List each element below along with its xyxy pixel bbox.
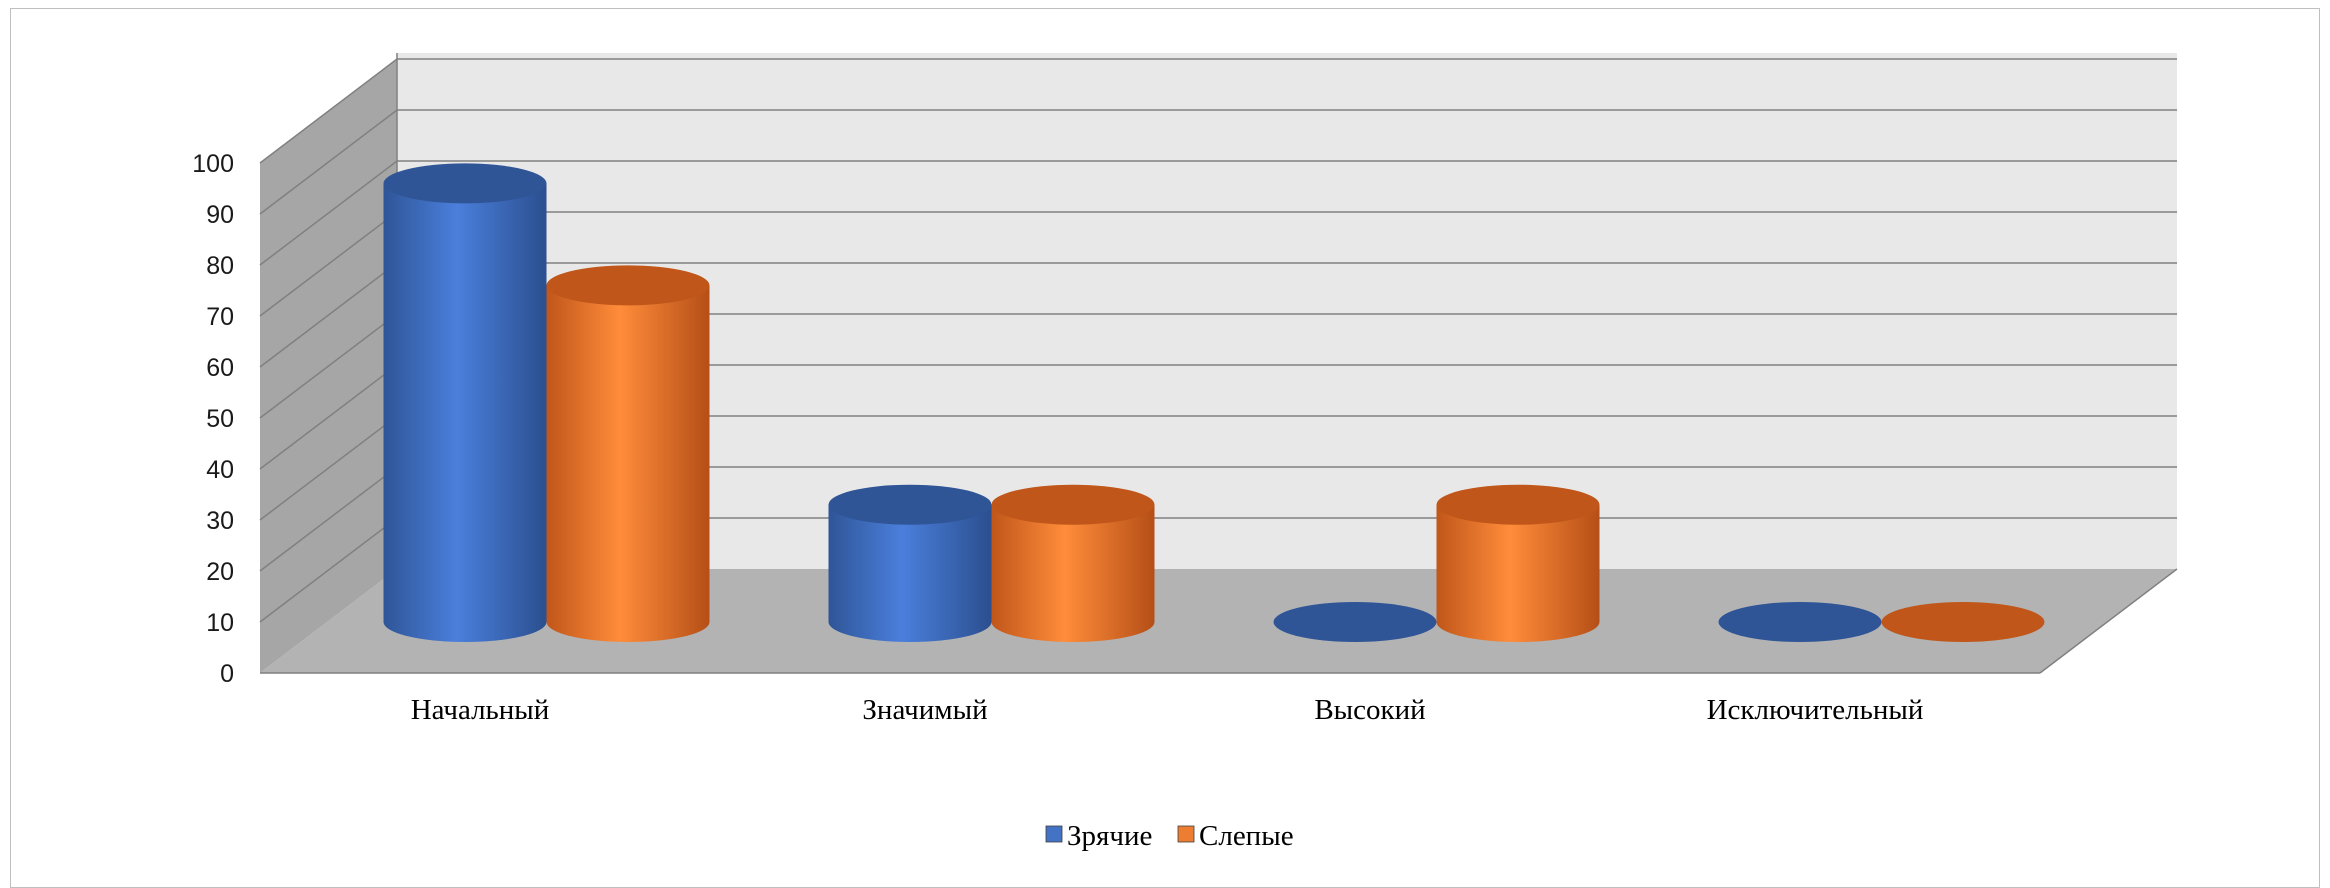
y-tick-label: 60 bbox=[206, 354, 234, 382]
cylinder-top bbox=[546, 265, 710, 306]
cylinder-bar bbox=[546, 265, 710, 642]
y-tick-label: 0 bbox=[220, 660, 234, 688]
x-category-label: Начальный bbox=[411, 694, 550, 726]
gridline-side bbox=[259, 313, 398, 419]
bars bbox=[383, 163, 2045, 642]
x-axis-categories: Начальный Значимый Высокий Исключительный bbox=[411, 694, 1924, 726]
legend-swatch bbox=[1045, 825, 1063, 843]
floor bbox=[260, 569, 2177, 673]
y-tick-label: 70 bbox=[206, 303, 234, 331]
y-tick-label: 80 bbox=[206, 252, 234, 280]
legend: Зрячие Слепые bbox=[1045, 820, 1294, 852]
gridline-side bbox=[259, 109, 398, 215]
gridline-side bbox=[259, 160, 398, 266]
y-tick-label: 40 bbox=[206, 456, 234, 484]
y-tick-label: 50 bbox=[206, 405, 234, 433]
cylinder-bar bbox=[828, 484, 992, 642]
legend-swatch bbox=[1177, 825, 1195, 843]
cylinder-top bbox=[1881, 602, 2045, 642]
gridline-side bbox=[259, 415, 398, 521]
gridline-side bbox=[259, 466, 398, 572]
x-category-label: Значимый bbox=[862, 694, 987, 726]
cylinder-top bbox=[383, 163, 547, 204]
cylinder-body bbox=[1436, 504, 1600, 642]
y-tick-label: 30 bbox=[206, 507, 234, 535]
floor-right-edge bbox=[2039, 568, 2178, 674]
y-tick-label: 90 bbox=[206, 201, 234, 229]
cylinder-top bbox=[991, 484, 1155, 525]
gridline-side bbox=[259, 211, 398, 317]
cylinder-body bbox=[383, 183, 547, 642]
y-tick-label: 20 bbox=[206, 558, 234, 586]
gridline-side bbox=[259, 58, 398, 164]
cylinder-bar bbox=[1881, 602, 2045, 642]
back-wall bbox=[397, 53, 2177, 569]
y-tick-label: 10 bbox=[206, 609, 234, 637]
legend-label: Зрячие bbox=[1067, 820, 1152, 852]
cylinder-top bbox=[1273, 602, 1437, 642]
cylinder-top bbox=[828, 484, 992, 525]
cylinder-bar bbox=[1436, 484, 1600, 642]
cylinder-bar bbox=[991, 484, 1155, 642]
cylinder-body bbox=[828, 504, 992, 642]
cylinder-body bbox=[546, 285, 710, 642]
cylinder-bar bbox=[1273, 602, 1437, 642]
cylinder-body bbox=[991, 504, 1155, 642]
x-category-label: Высокий bbox=[1314, 694, 1425, 726]
y-axis-ticks: 0 10 20 30 40 50 60 70 80 90 100 bbox=[192, 150, 234, 688]
x-category-label: Исключительный bbox=[1707, 694, 1924, 726]
gridline-side bbox=[259, 517, 398, 623]
legend-label: Слепые bbox=[1199, 820, 1294, 852]
cylinder-bar bbox=[1718, 602, 1882, 642]
cylinder-bar bbox=[383, 163, 547, 642]
cylinder-top bbox=[1436, 484, 1600, 525]
cylinder-top bbox=[1718, 602, 1882, 642]
y-tick-label: 100 bbox=[192, 150, 234, 178]
gridline-side bbox=[259, 262, 398, 368]
gridline-side bbox=[259, 364, 398, 470]
